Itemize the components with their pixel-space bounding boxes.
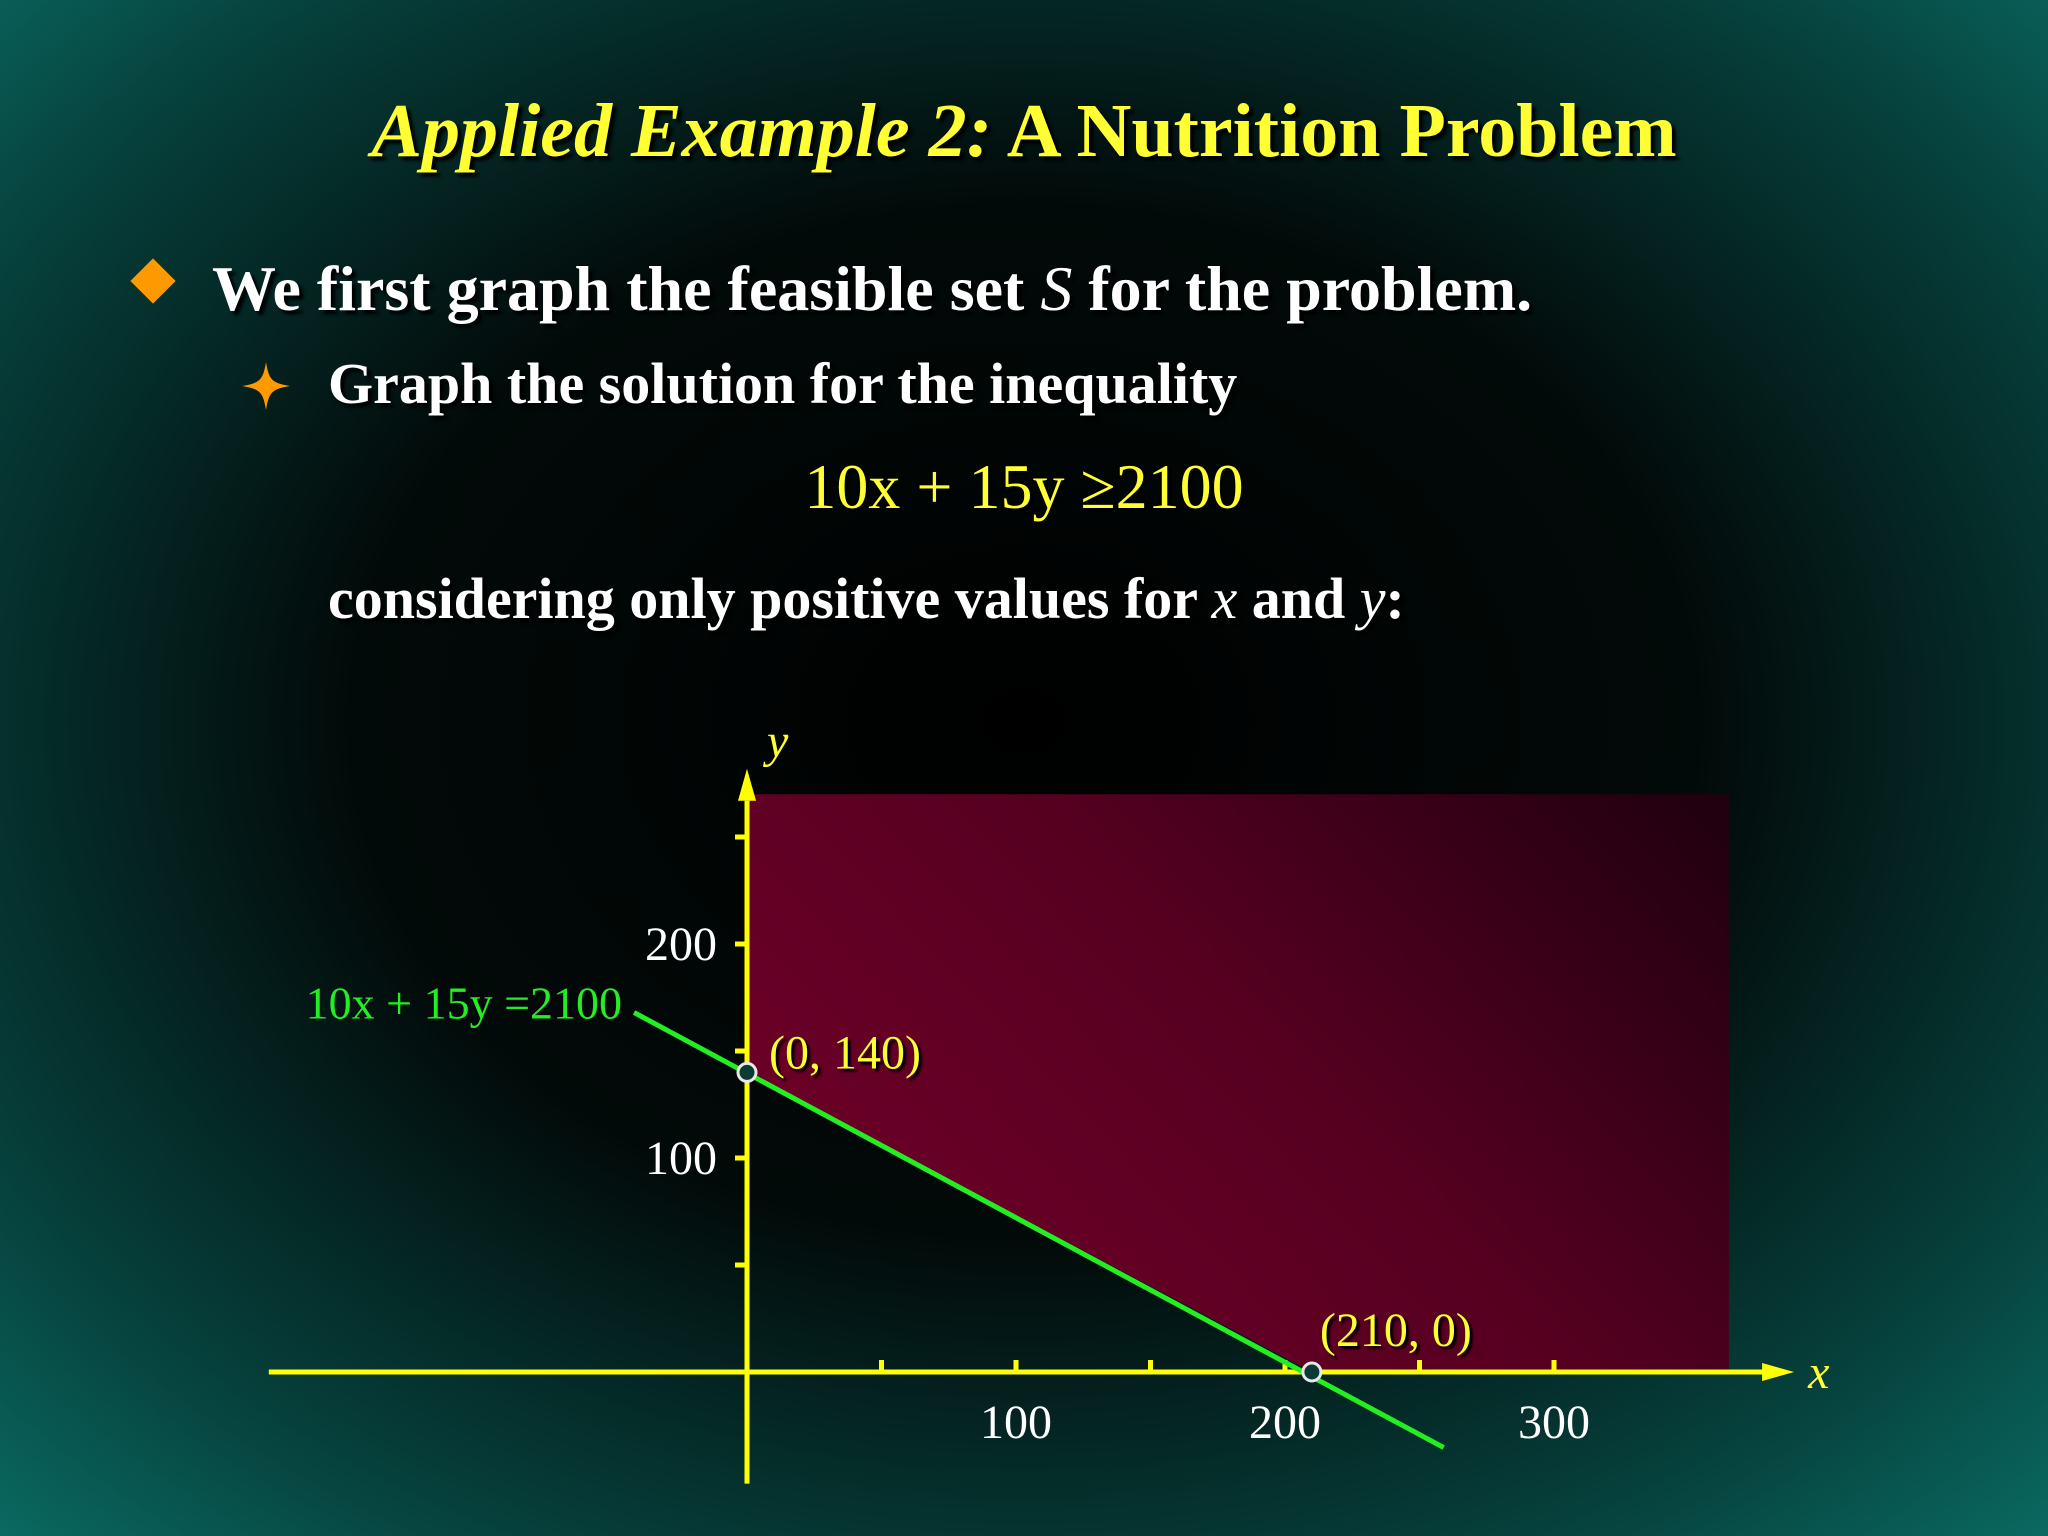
corner-point-label: (210, 0) [1320,1304,1472,1357]
title-rest: A Nutrition Problem [1006,89,1677,173]
constraint-line-label: 10x + 15y =2100 [306,977,622,1028]
bullet-line-2: Graph the solution for the inequality [328,351,1238,416]
line3-mid: and [1237,566,1360,631]
y-tick-label: 100 [645,1132,717,1185]
star-bullet-icon [242,362,290,410]
inequality: 10x + 15y ≥2100 [804,451,1244,522]
line3-y: y [1359,566,1386,631]
y-axis-arrow [738,768,756,801]
bullet1-var: S [1040,253,1073,324]
x-axis-arrow [1762,1363,1795,1381]
line3-pre: considering only positive values for [328,566,1212,631]
x-tick-label: 100 [980,1396,1052,1449]
x-axis-label: x [1807,1346,1829,1399]
x-tick-label: 200 [1249,1396,1321,1449]
feasible-region [747,794,1729,1372]
y-tick-label: 200 [645,918,717,971]
x-tick-label: 300 [1518,1396,1590,1449]
line3-post: : [1385,566,1405,631]
corner-point [1301,1361,1323,1383]
title-italic: Applied Example 2: [371,89,992,173]
line3-x: x [1211,566,1238,631]
slide-title: Applied Example 2: A Nutrition Problem [0,88,2048,175]
bullet1-post: for the problem. [1072,253,1533,324]
bullet-line-1: We first graph the feasible set S for th… [212,252,1532,326]
bullet1-pre: We first graph the feasible set [212,253,1041,324]
corner-point-label: (0, 140) [769,1026,921,1079]
corner-point [736,1061,758,1083]
y-axis-label: y [762,715,789,768]
bullet-line-3: considering only positive values for x a… [328,565,1405,632]
